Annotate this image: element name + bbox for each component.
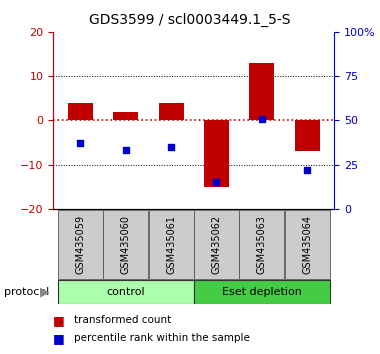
Point [259,116,265,121]
Bar [204,120,229,187]
Text: GSM435062: GSM435062 [212,215,222,274]
Text: GSM435061: GSM435061 [166,215,176,274]
Bar [194,280,330,304]
Text: GSM435060: GSM435060 [121,215,131,274]
Text: GSM435059: GSM435059 [75,215,86,274]
Text: control: control [106,287,145,297]
Bar [113,112,138,120]
Text: GDS3599 / scl0003449.1_5-S: GDS3599 / scl0003449.1_5-S [89,12,291,27]
Text: GSM435063: GSM435063 [257,215,267,274]
Bar [68,103,93,120]
Bar [149,210,194,279]
Text: ■: ■ [53,332,65,344]
Text: ■: ■ [53,314,65,327]
Bar [159,103,184,120]
Text: transformed count: transformed count [74,315,171,325]
Bar [103,210,148,279]
Bar [295,120,320,152]
Text: ▶: ▶ [40,286,50,298]
Bar [285,210,330,279]
Bar [249,63,274,120]
Text: percentile rank within the sample: percentile rank within the sample [74,333,250,343]
Bar [58,280,194,304]
Bar [58,210,103,279]
Text: Eset depletion: Eset depletion [222,287,302,297]
Text: protocol: protocol [4,287,49,297]
Point [304,167,310,173]
Point [78,141,84,146]
Bar [239,210,284,279]
Point [214,179,220,185]
Point [168,144,174,150]
Point [123,148,129,153]
Text: GSM435064: GSM435064 [302,215,312,274]
Bar [194,210,239,279]
